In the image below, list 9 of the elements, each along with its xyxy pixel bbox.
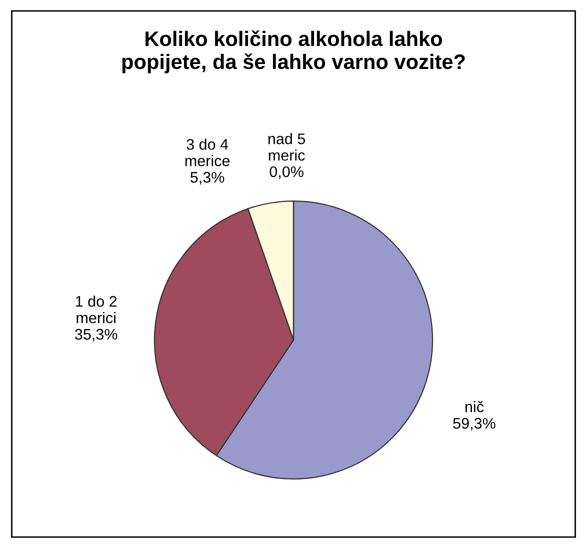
data-label: 59,3%	[453, 418, 496, 431]
chart-title: Koliko količino alkohola lahko popijete, da še lahko varno vozite?	[122, 30, 465, 74]
slice-label: 3 do 4 merice	[185, 138, 230, 166]
data-label: 5,3%	[190, 172, 224, 185]
text: 0,0%	[270, 166, 304, 179]
category-label: nad 5 meric	[268, 133, 306, 161]
slice-label: 1 do 2 merici	[76, 296, 117, 324]
data-label: 35,3%	[75, 328, 118, 342]
slice-label: nič	[465, 401, 484, 412]
